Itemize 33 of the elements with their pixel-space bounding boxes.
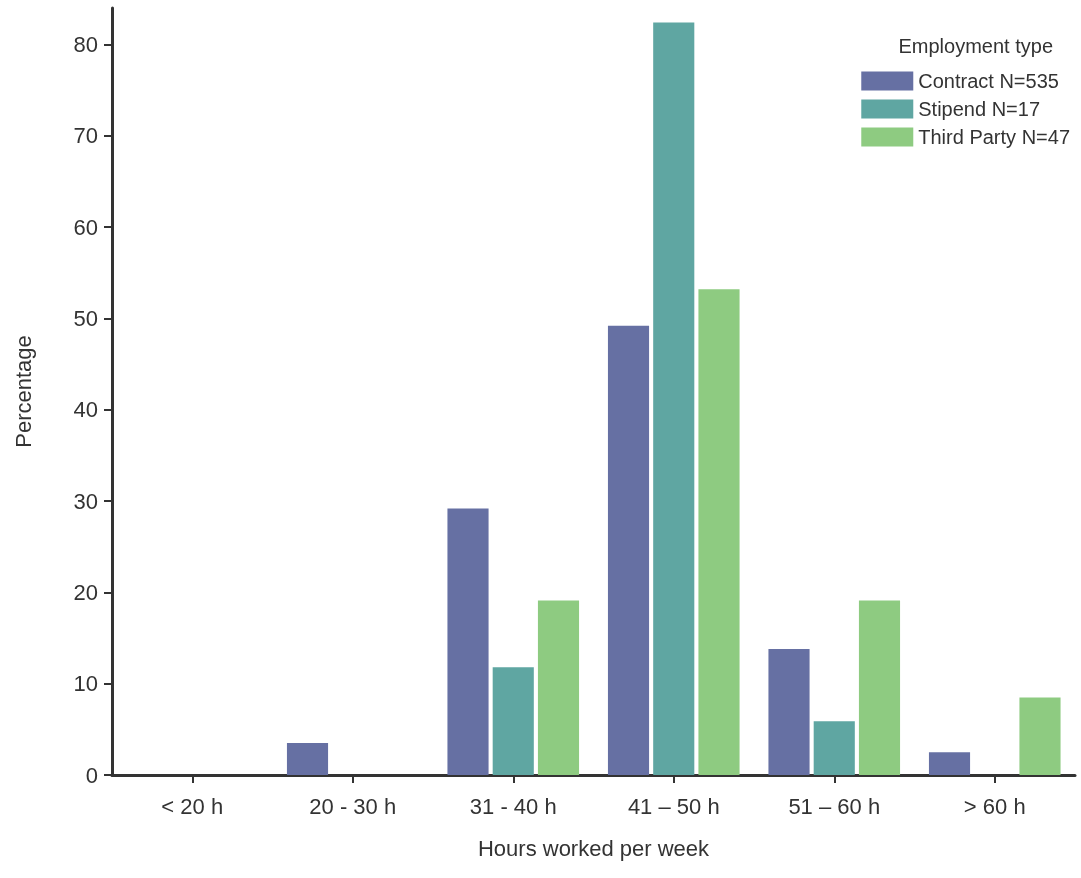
y-tick-label: 40 xyxy=(73,397,98,423)
bar xyxy=(537,600,580,775)
x-tick-label: 20 - 30 h xyxy=(309,793,397,819)
bar xyxy=(858,600,901,775)
bar xyxy=(286,743,329,775)
bar xyxy=(653,22,695,775)
y-tick-label: 0 xyxy=(85,762,98,788)
bar xyxy=(1019,697,1061,775)
y-tick-label: 70 xyxy=(73,123,98,149)
bar xyxy=(928,752,971,775)
bar xyxy=(447,508,489,775)
y-tick-label: 10 xyxy=(73,671,98,697)
legend-label: Stipend N=17 xyxy=(918,98,1041,120)
legend-label: Third Party N=47 xyxy=(918,126,1071,148)
y-axis-title: Percentage xyxy=(10,335,36,448)
bar xyxy=(492,667,534,775)
x-tick-label: 51 – 60 h xyxy=(788,793,881,819)
bar xyxy=(813,721,855,775)
legend-title: Employment type xyxy=(898,35,1053,57)
x-axis-title: Hours worked per week xyxy=(477,835,711,861)
y-tick-label: 30 xyxy=(73,488,98,514)
x-tick-label: > 60 h xyxy=(963,793,1026,819)
bar xyxy=(698,289,740,775)
x-tick-label: 31 - 40 h xyxy=(469,793,557,819)
x-tick-label: 41 – 50 h xyxy=(627,793,720,819)
y-tick-label: 20 xyxy=(73,579,98,605)
legend-label: Contract N=535 xyxy=(918,70,1059,92)
y-tick-label: 80 xyxy=(73,32,98,58)
x-tick-label: < 20 h xyxy=(161,793,224,819)
y-tick-label: 60 xyxy=(73,214,98,240)
bar xyxy=(607,325,650,775)
y-tick-label: 50 xyxy=(73,305,98,331)
bar xyxy=(768,648,810,775)
